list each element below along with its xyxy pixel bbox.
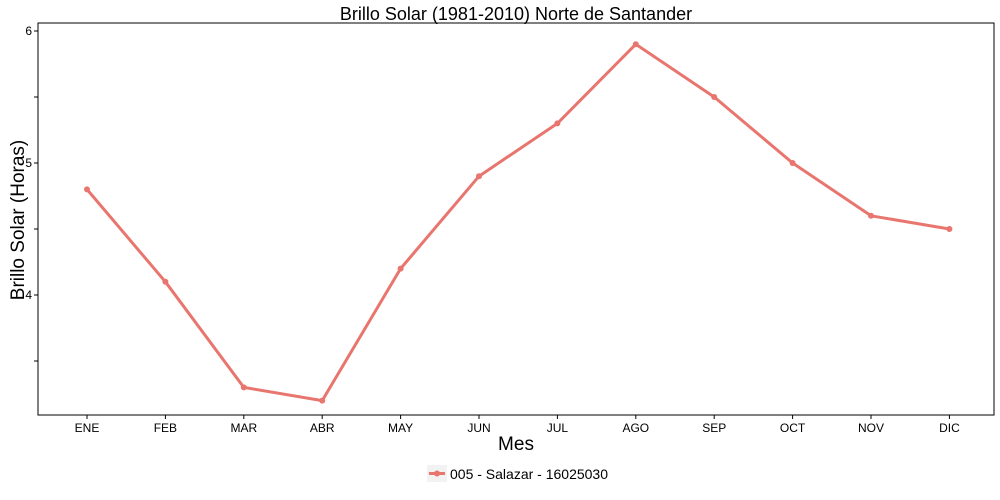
x-tick-label: AGO — [622, 421, 649, 435]
legend-point — [434, 470, 440, 477]
legend-label: 005 - Salazar - 16025030 — [450, 466, 608, 482]
x-tick-label: DIC — [939, 421, 960, 435]
data-point — [868, 212, 874, 219]
data-point — [84, 186, 90, 193]
x-tick-label: ENE — [75, 421, 100, 435]
x-tick-label: ABR — [310, 421, 335, 435]
y-axis: 4 5 6 — [25, 24, 38, 362]
legend: 005 - Salazar - 16025030 — [427, 465, 608, 482]
x-tick-label: JUL — [547, 421, 569, 435]
y-tick-label: 4 — [25, 288, 32, 302]
x-tick-label: MAR — [230, 421, 257, 435]
data-point — [946, 226, 953, 232]
data-point — [162, 278, 169, 285]
data-point — [632, 41, 639, 48]
x-tick-label: MAY — [388, 421, 413, 435]
series-line — [85, 42, 950, 403]
y-tick-label: 6 — [25, 24, 32, 38]
data-point — [476, 173, 482, 180]
x-tick-label: OCT — [780, 421, 806, 435]
x-axis-title: Mes — [498, 434, 534, 455]
data-point — [240, 384, 247, 391]
x-tick-label: NOV — [858, 421, 884, 435]
y-tick-label: 5 — [25, 156, 32, 170]
series-layer — [84, 41, 953, 404]
y-axis-title: Brillo Solar (Horas) — [8, 140, 29, 300]
data-point — [789, 160, 796, 166]
data-point — [319, 397, 326, 404]
x-axis: ENE FEB MAR ABR MAY JUN JUL AGO SEP OCT NOV DIC — [75, 415, 960, 435]
x-tick-label: FEB — [154, 421, 177, 435]
data-point — [711, 94, 718, 100]
data-point — [397, 265, 404, 272]
plot-area — [37, 22, 995, 416]
x-tick-label: SEP — [702, 421, 726, 435]
data-point — [554, 120, 561, 127]
x-tick-label: JUN — [467, 421, 490, 435]
chart-title: Brillo Solar (1981-2010) Norte de Santan… — [340, 4, 692, 24]
